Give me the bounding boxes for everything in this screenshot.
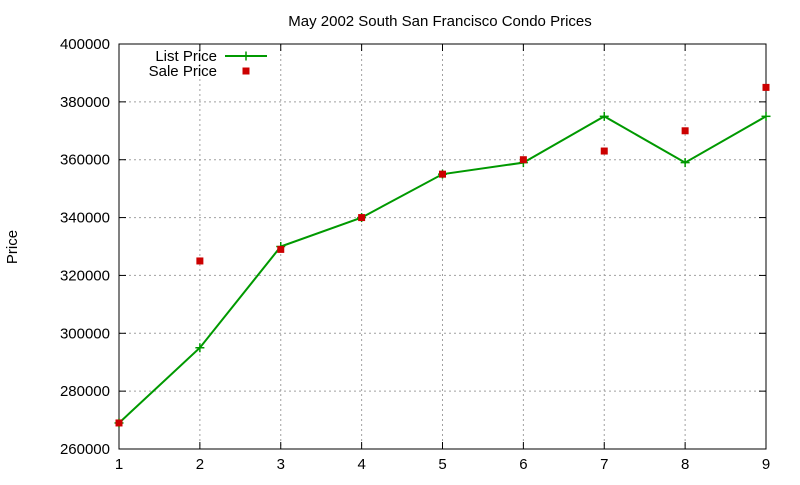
data-point-square <box>115 419 123 427</box>
series-sale-price <box>115 83 770 427</box>
y-tick-label: 340000 <box>60 210 110 227</box>
y-tick-label: 280000 <box>60 383 110 400</box>
data-point-square <box>681 127 689 135</box>
grid-lines <box>119 44 766 449</box>
x-tick-label: 5 <box>438 456 446 473</box>
data-point-square <box>196 257 204 265</box>
x-tick-label: 1 <box>115 456 123 473</box>
data-series <box>114 83 771 428</box>
y-tick-label: 400000 <box>60 36 110 53</box>
x-tick-label: 4 <box>357 456 365 473</box>
axis-ticks: 260000 280000 300000 320000 340000 360000 3800… <box>60 36 770 473</box>
data-point-plus <box>599 111 609 121</box>
y-tick-label: 380000 <box>60 94 110 111</box>
x-tick-label: 6 <box>519 456 527 473</box>
data-point-plus <box>195 343 205 353</box>
x-tick-label: 7 <box>600 456 608 473</box>
data-point-square <box>439 170 446 178</box>
x-tick-label: 3 <box>277 456 285 473</box>
y-tick-label: 360000 <box>60 152 110 169</box>
y-tick-label: 300000 <box>60 325 110 342</box>
data-point-square <box>519 156 527 164</box>
legend-label: Sale Price <box>149 63 217 80</box>
legend-swatch-marker <box>242 67 250 75</box>
data-point-square <box>358 214 366 222</box>
chart-title: May 2002 South San Francisco Condo Price… <box>288 13 592 30</box>
x-tick-label: 8 <box>681 456 689 473</box>
data-point-plus <box>680 158 690 168</box>
data-point-square <box>277 245 285 253</box>
data-point-plus <box>761 111 771 121</box>
data-point-square <box>762 83 770 91</box>
legend-swatch-marker <box>241 51 251 61</box>
y-tick-label: 320000 <box>60 267 110 284</box>
x-tick-label: 2 <box>196 456 204 473</box>
y-axis-label: Price <box>4 230 21 264</box>
legend-label: List Price <box>155 48 217 65</box>
x-tick-label: 9 <box>762 456 770 473</box>
y-tick-label: 260000 <box>60 441 110 458</box>
data-point-square <box>600 147 608 155</box>
